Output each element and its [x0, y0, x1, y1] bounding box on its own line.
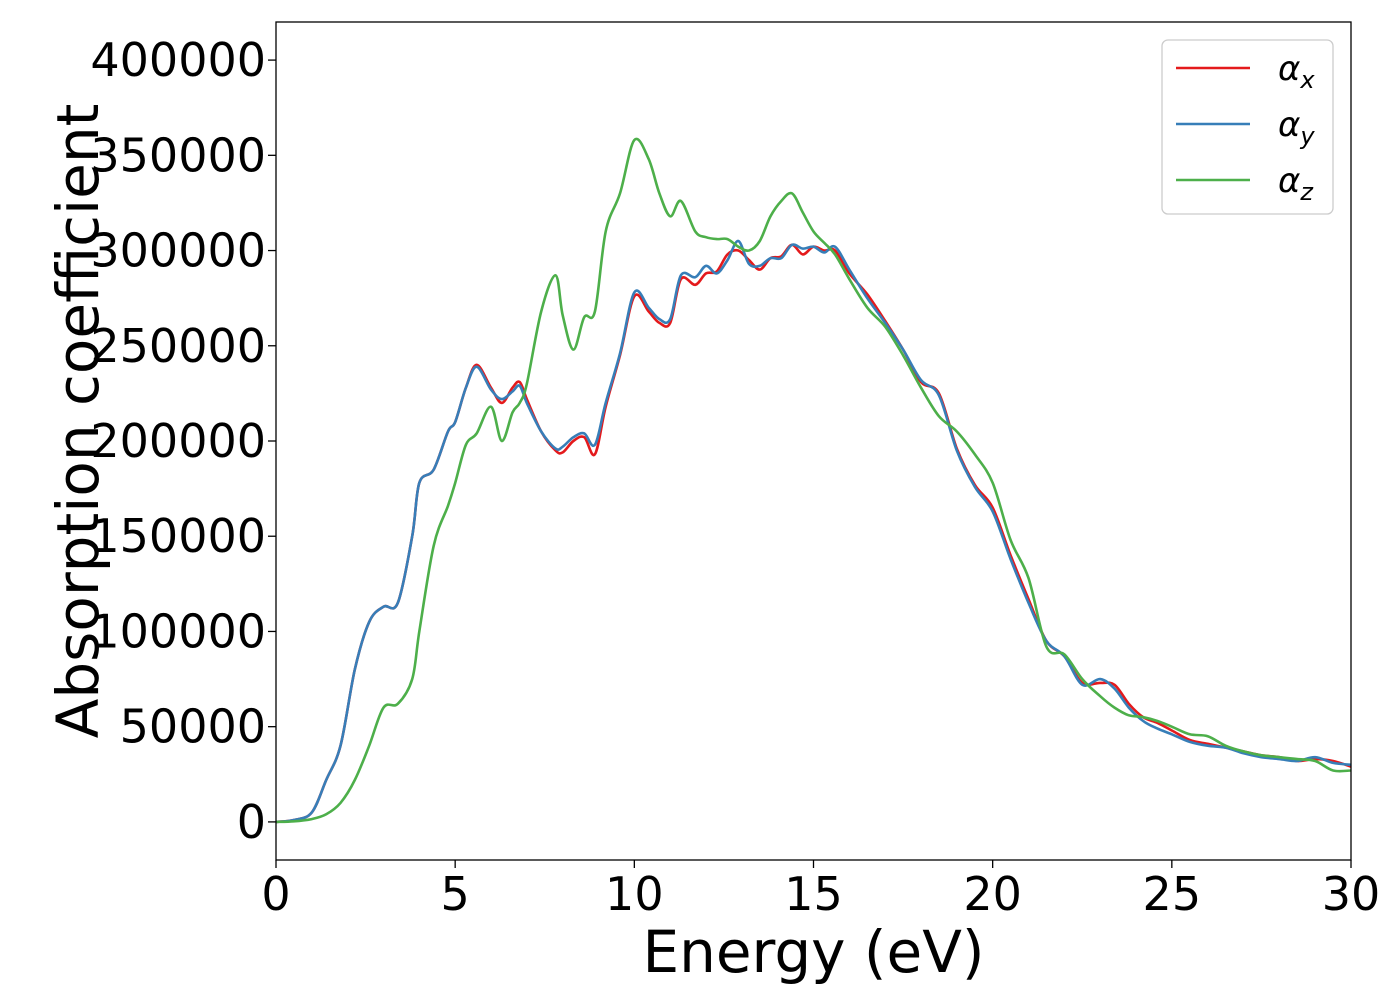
y-tick-label: 150000 — [90, 509, 266, 563]
y-axis: 0 50000 100000 150000 200000 250000 300000 3500… — [90, 33, 276, 849]
x-tick-label: 5 — [441, 867, 470, 921]
legend-label-subscript: x — [1299, 66, 1315, 94]
y-tick-label: 300000 — [90, 224, 266, 278]
x-tick-label: 0 — [261, 867, 290, 921]
x-axis-title: Energy (eV) — [642, 918, 984, 986]
x-tick-label: 25 — [1143, 867, 1202, 921]
x-tick-label: 30 — [1322, 867, 1381, 921]
series-line-2 — [276, 239, 1351, 824]
x-tick-label: 10 — [605, 867, 664, 921]
legend-label-subscript: y — [1299, 122, 1315, 150]
series-line-3 — [276, 137, 1351, 824]
y-tick-label: 350000 — [90, 128, 266, 182]
y-tick-label: 400000 — [90, 33, 266, 87]
y-axis-title: Absorption coefficient — [44, 104, 112, 739]
series-layer — [276, 137, 1351, 824]
legend-label: αy — [1278, 105, 1315, 150]
x-axis: 0 5 10 15 20 25 30 — [261, 860, 1380, 921]
legend-label-symbol: α — [1278, 105, 1300, 145]
legend-box — [1161, 39, 1334, 215]
y-tick-label: 200000 — [90, 414, 266, 468]
legend-label-symbol: α — [1278, 49, 1300, 89]
legend-label: αz — [1278, 161, 1314, 206]
legend-label-symbol: α — [1278, 161, 1300, 201]
y-tick-label: 100000 — [90, 604, 266, 658]
y-tick-label: 0 — [237, 795, 266, 849]
legend-label: αx — [1278, 49, 1315, 94]
x-tick-label: 15 — [784, 867, 843, 921]
legend-label-subscript: z — [1299, 178, 1314, 206]
y-tick-label: 250000 — [90, 319, 266, 373]
x-tick-label: 20 — [963, 867, 1022, 921]
y-tick-label: 50000 — [120, 700, 266, 754]
